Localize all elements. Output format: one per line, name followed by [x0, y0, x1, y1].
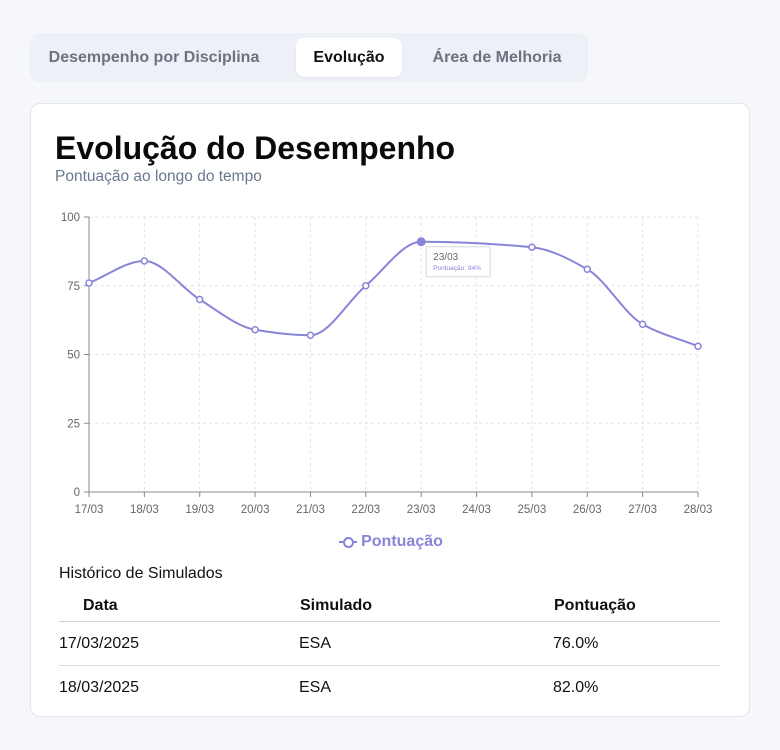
- history-header-row: Data Simulado Pontuação: [59, 590, 720, 622]
- row-exam: ESA: [299, 679, 332, 696]
- data-point: [638, 320, 647, 328]
- page-subtitle: Pontuação ao longo do tempo: [55, 168, 262, 185]
- tab-desempenho-por-disciplina[interactable]: Desempenho por Disciplina: [48, 49, 260, 66]
- data-point: [306, 331, 315, 339]
- tooltip-box: [425, 246, 491, 278]
- x-tick-label: 27/03: [628, 504, 657, 516]
- y-tick-label: 50: [67, 350, 80, 362]
- series-line-pontuacao: [88, 240, 699, 348]
- x-tick-label: 23/03: [407, 504, 436, 516]
- data-point: [251, 326, 259, 334]
- x-tick-label: 19/03: [185, 504, 214, 516]
- tooltip-label: 23/03: [433, 252, 458, 263]
- table-row: 17/03/2025 ESA 76.0%: [59, 622, 720, 666]
- tooltip-value: Pontuação: 94%: [433, 265, 481, 272]
- evolution-line-chart: 0 25 50 75 100 17/03 18/03 19/03 20/03 21/03 22/03…: [61, 212, 713, 516]
- legend-line-icon: [339, 535, 358, 549]
- header-pontuacao: Pontuação: [554, 597, 636, 614]
- table-row: 18/03/2025 ESA 82.0%: [59, 666, 720, 710]
- row-score: 76.0%: [553, 635, 599, 652]
- data-point: [694, 342, 702, 350]
- data-point: [528, 243, 536, 251]
- view-tabs: Desempenho por Disciplina Evolução Área …: [30, 33, 588, 82]
- y-tick-label: 100: [61, 212, 80, 224]
- x-tick-label: 26/03: [573, 504, 602, 516]
- data-point: [362, 282, 370, 290]
- history-title: Histórico de Simulados: [59, 565, 223, 582]
- row-exam: ESA: [299, 635, 332, 652]
- x-tick-label: 24/03: [462, 504, 491, 516]
- data-point-active: [416, 237, 426, 247]
- x-tick-label: 25/03: [518, 504, 547, 516]
- data-point: [85, 279, 93, 287]
- y-tick-label: 0: [74, 487, 80, 499]
- page-title: Evolução do Desempenho: [55, 130, 456, 166]
- y-tick-label: 75: [67, 281, 80, 293]
- x-tick-label: 21/03: [296, 504, 325, 516]
- history-table: Data Simulado Pontuação 17/03/2025 ESA 7…: [59, 590, 720, 710]
- row-date: 17/03/2025: [59, 635, 140, 652]
- y-tick-label: 25: [67, 418, 80, 430]
- legend-label: Pontuação: [361, 533, 443, 550]
- chart-legend[interactable]: Pontuação: [31, 533, 749, 551]
- header-data: Data: [83, 597, 118, 614]
- x-tick-label: 18/03: [130, 504, 159, 516]
- header-simulado: Simulado: [300, 597, 373, 614]
- tab-area-de-melhoria[interactable]: Área de Melhoria: [432, 49, 562, 66]
- data-point: [195, 295, 204, 304]
- data-point: [140, 257, 149, 265]
- x-tick-label: 22/03: [351, 504, 380, 516]
- x-tick-label: 28/03: [684, 504, 713, 516]
- x-tick-label: 20/03: [241, 504, 270, 516]
- data-point: [583, 265, 592, 273]
- row-date: 18/03/2025: [59, 679, 140, 696]
- row-score: 82.0%: [553, 679, 599, 696]
- evolution-card: Evolução do Desempenho Pontuação ao long…: [30, 103, 750, 717]
- x-tick-label: 17/03: [75, 504, 104, 516]
- tab-evolucao[interactable]: Evolução: [296, 38, 402, 77]
